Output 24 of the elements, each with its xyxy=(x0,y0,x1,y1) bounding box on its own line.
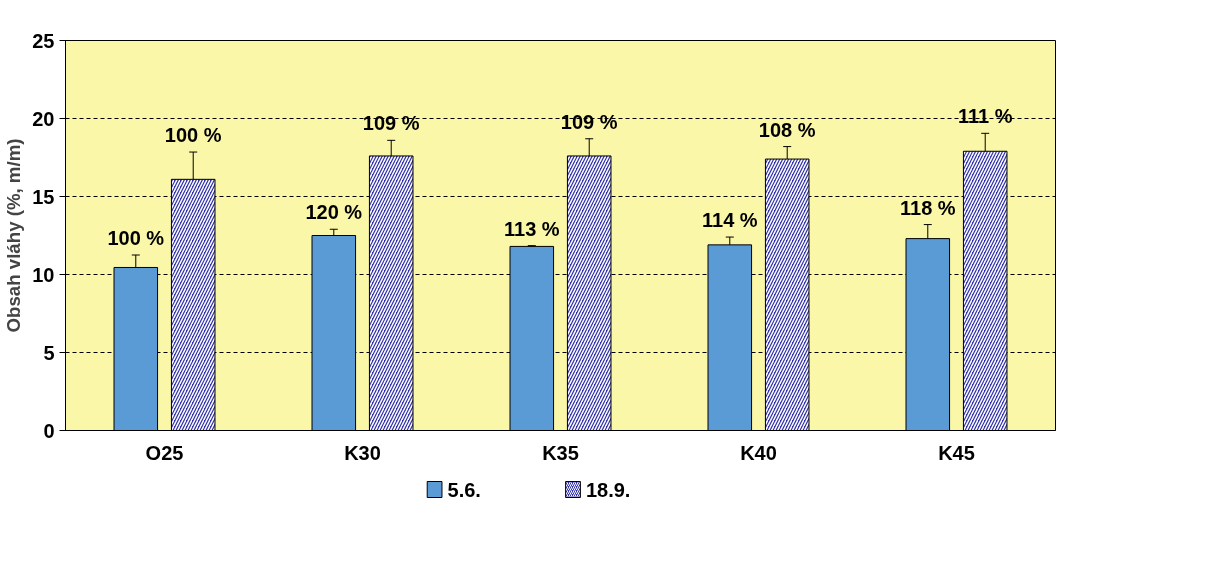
x-tick-label: K40 xyxy=(740,441,777,464)
y-tick-label: 15 xyxy=(32,185,55,208)
y-tick-label: 0 xyxy=(43,419,55,442)
annotation: 113 % xyxy=(503,217,560,240)
annotation: 108 % xyxy=(758,118,816,141)
annotation: 109 % xyxy=(362,112,420,135)
annotation: 118 % xyxy=(899,196,956,219)
annotation: 100 % xyxy=(164,124,222,147)
y-axis-title: Obsah vláhy (%, m/m) xyxy=(3,138,25,333)
legend-label: 5.6. xyxy=(447,478,481,501)
x-tick-label: K45 xyxy=(938,441,975,464)
y-tick-label: 5 xyxy=(43,341,55,364)
annotation: 120 % xyxy=(305,201,363,224)
y-tick-label: 25 xyxy=(32,29,55,52)
legend-label: 18.9. xyxy=(585,478,631,501)
x-tick-label: K30 xyxy=(344,441,381,464)
y-tick-label: 10 xyxy=(32,263,55,286)
x-tick-label: K35 xyxy=(542,441,579,464)
annotation: 111 % xyxy=(957,105,1013,128)
annotation: 109 % xyxy=(560,110,618,133)
y-tick-label: 20 xyxy=(32,107,55,130)
x-tick-label: O25 xyxy=(145,441,184,464)
annotation: 100 % xyxy=(107,227,165,249)
annotation: 114 % xyxy=(701,209,758,232)
